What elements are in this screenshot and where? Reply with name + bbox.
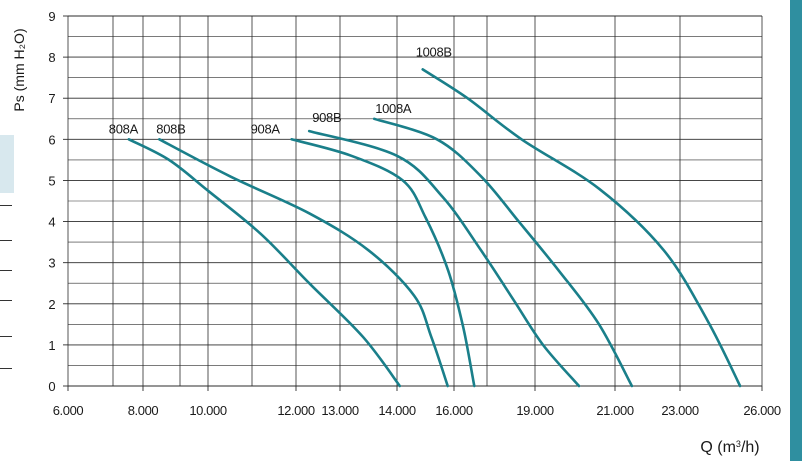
y-tick-label: 5 xyxy=(48,173,55,188)
y-tick-label: 6 xyxy=(48,132,55,147)
y-tick-label: 2 xyxy=(48,297,55,312)
chart-curves xyxy=(127,68,742,388)
series-label-1008a: 1008A xyxy=(375,101,412,116)
series-label-808a: 808A xyxy=(109,121,139,136)
x-axis-title: Q (m3/h) xyxy=(700,439,759,456)
curve-1008a xyxy=(372,117,634,388)
chart-labels: 0 1 2 3 4 5 6 7 8 9 6.000 8.000 10.000 12.000 13.000 14… xyxy=(11,9,781,456)
y-tick-label: 1 xyxy=(48,338,55,353)
curve-808a xyxy=(127,138,402,388)
y-tick-label: 0 xyxy=(48,379,55,394)
left-edge-mark xyxy=(0,205,12,206)
chart-grid xyxy=(63,15,763,391)
left-edge-mark xyxy=(0,270,12,271)
y-tick-label: 7 xyxy=(48,91,55,106)
x-tick-label: 23.000 xyxy=(661,403,699,418)
series-label-908a: 908A xyxy=(251,121,281,136)
x-tick-label: 16.000 xyxy=(435,403,473,418)
left-edge-mark xyxy=(0,368,12,369)
curve-908a xyxy=(290,138,476,388)
y-tick-label: 3 xyxy=(48,256,55,271)
series-label-1008b: 1008B xyxy=(416,44,452,59)
x-tick-label: 13.000 xyxy=(321,403,359,418)
x-tick-label: 6.000 xyxy=(53,403,84,418)
x-tick-label: 10.000 xyxy=(189,403,227,418)
series-label-908b: 908B xyxy=(312,110,341,125)
y-axis-title: Ps (mm H₂O) xyxy=(11,28,27,111)
left-edge-mark xyxy=(0,336,12,337)
left-edge-panel xyxy=(0,135,14,193)
right-edge-bar xyxy=(790,0,802,461)
y-tick-label: 9 xyxy=(48,9,55,24)
x-tick-label: 8.000 xyxy=(128,403,159,418)
left-edge-mark xyxy=(0,240,12,241)
x-tick-label: 12.000 xyxy=(277,403,315,418)
y-tick-label: 4 xyxy=(48,215,55,230)
x-tick-label: 21.000 xyxy=(596,403,634,418)
series-label-808b: 808B xyxy=(156,121,185,136)
y-tick-label: 8 xyxy=(48,50,55,65)
curve-908b xyxy=(307,129,581,388)
curve-1008b xyxy=(421,68,742,388)
x-tick-label: 26.000 xyxy=(743,403,781,418)
x-tick-label: 19.000 xyxy=(516,403,554,418)
curve-808b xyxy=(158,138,449,388)
left-edge-mark xyxy=(0,300,12,301)
x-tick-label: 14.000 xyxy=(378,403,416,418)
